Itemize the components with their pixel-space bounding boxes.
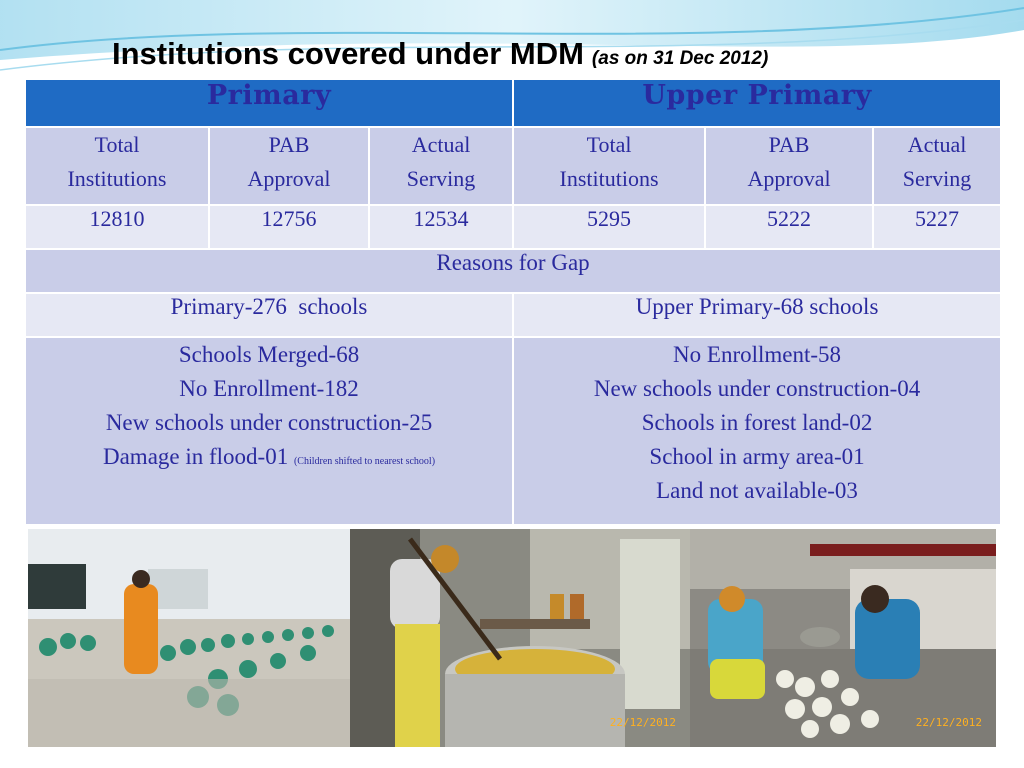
detail-row: Schools Merged-68 No Enrollment-182 New … [23,336,1003,526]
value-cell: 12810 [24,204,210,250]
photo-vegetable-prep: 22/12/2012 [690,529,996,747]
value-cell: 5222 [704,204,875,250]
date-stamp: 22/12/2012 [915,716,982,729]
gap-primary: Primary-276 schools [23,292,515,338]
col-header: PAB Approval [208,126,370,206]
gap-row: Primary-276 schools Upper Primary-68 sch… [23,292,1003,338]
reasons-row: Reasons for Gap [23,248,1003,294]
col-header: PAB Approval [704,126,875,206]
value-cell: 12756 [208,204,370,250]
group-header-row: Primary Upper Primary [23,78,1003,128]
value-cell: 5227 [872,204,1003,250]
value-cell: 12534 [367,204,515,250]
photo-cooking-pot: 22/12/2012 [350,529,690,747]
primary-reasons: Schools Merged-68 No Enrollment-182 New … [23,336,515,526]
photo-strip: 22/12/2012 22/12/2012 [28,529,996,747]
background-swoosh [0,0,1024,71]
reason-item: Land not available-03 [656,478,858,503]
date-stamp: 22/12/2012 [609,716,676,729]
reason-item: Schools Merged-68 [178,342,360,367]
reason-item: Schools in forest land-02 [641,410,873,435]
column-header-row: Total Institutions PAB Approval Actual Serv… [24,126,1003,206]
values-row: 12810 12756 12534 5295 5222 5227 [24,204,1003,250]
gap-upper-primary: Upper Primary-68 schools [512,292,1003,338]
reason-item: Damage in flood-01 (Children shifted to … [102,444,436,469]
reason-item: School in army area-01 [649,444,865,469]
col-header: Total Institutions [24,126,210,206]
value-cell: 5295 [512,204,707,250]
photo-children-eating [28,529,350,747]
group-primary: Primary [23,78,515,128]
reasons-for-gap-label: Reasons for Gap [23,248,1003,294]
reason-item: New schools under construction-04 [593,376,921,401]
upper-primary-reasons: No Enrollment-58 New schools under const… [512,336,1003,526]
title-date: (as on 31 Dec 2012) [591,48,769,69]
col-header: Total Institutions [512,126,707,206]
reason-note: (Children shifted to nearest school) [293,456,436,467]
reason-item: New schools under construction-25 [105,410,433,435]
reason-item: No Enrollment-58 [673,342,842,367]
col-header: Actual Serving [367,126,515,206]
mdm-table: Primary Upper Primary Total Institutions … [23,78,1003,526]
title-main: Institutions covered under MDM [112,36,584,71]
page-title: Institutions covered under MDM (as on 31 … [112,36,932,72]
group-upper-primary: Upper Primary [512,78,1003,128]
reason-item: No Enrollment-182 [179,376,359,401]
col-header: Actual Serving [872,126,1003,206]
